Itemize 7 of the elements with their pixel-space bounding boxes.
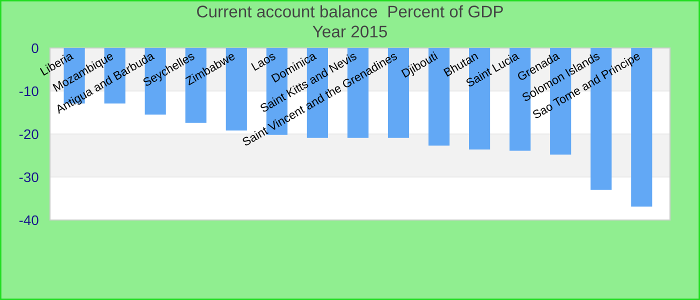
chart-subtitle: Year 2015 (312, 26, 387, 38)
y-tick-label: -10 (19, 86, 38, 96)
chart-title: Current account balance Percent of GDP (197, 5, 503, 18)
y-tick-label: -30 (19, 172, 38, 182)
y-tick-label: -20 (19, 129, 38, 140)
y-tick-label: 0 (32, 43, 38, 54)
y-tick-label: -40 (19, 215, 38, 226)
